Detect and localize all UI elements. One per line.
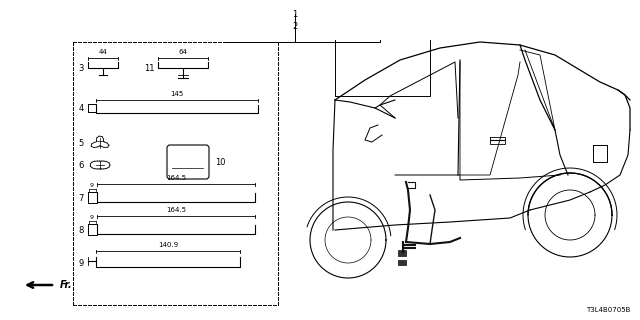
Bar — [398, 260, 406, 265]
Text: 164.5: 164.5 — [166, 207, 186, 213]
Text: 4: 4 — [79, 103, 84, 113]
Text: 44: 44 — [99, 49, 108, 55]
Text: 6: 6 — [79, 161, 84, 170]
Text: 64: 64 — [179, 49, 188, 55]
Text: 7: 7 — [79, 194, 84, 203]
Text: T3L4B0705B: T3L4B0705B — [586, 307, 630, 313]
Text: Fr.: Fr. — [60, 280, 72, 290]
Text: 3: 3 — [79, 63, 84, 73]
Text: 1: 1 — [292, 10, 298, 19]
Bar — [398, 250, 406, 256]
Text: 145: 145 — [170, 91, 184, 97]
Text: 9: 9 — [90, 215, 94, 220]
Text: 11: 11 — [145, 63, 155, 73]
Text: 10: 10 — [215, 157, 225, 166]
Text: 8: 8 — [79, 226, 84, 235]
Text: 9: 9 — [79, 259, 84, 268]
Text: 2: 2 — [292, 21, 298, 30]
Text: 140.9: 140.9 — [158, 242, 178, 248]
Text: 164.5: 164.5 — [166, 175, 186, 181]
Text: 5: 5 — [79, 139, 84, 148]
Text: 9: 9 — [90, 183, 94, 188]
